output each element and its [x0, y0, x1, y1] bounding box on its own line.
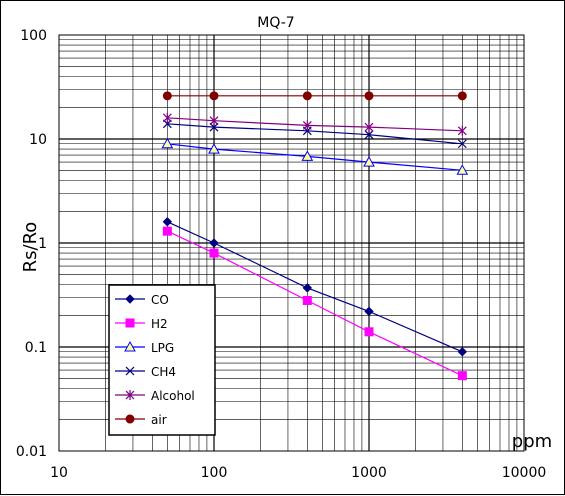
y-tick-label: 0.1 [25, 340, 47, 356]
x-axis-label: ppm [512, 431, 552, 452]
y-tick-label: 10 [29, 132, 47, 148]
data-point [208, 143, 220, 154]
data-point [456, 164, 469, 175]
x-tick-label: 10000 [502, 465, 547, 481]
series-air [162, 91, 467, 101]
series-h2 [162, 226, 467, 381]
legend-box [108, 284, 216, 436]
legend-label: LPG [151, 341, 174, 355]
data-point [125, 390, 135, 400]
legend-label: CH4 [151, 365, 176, 379]
data-point [457, 125, 467, 136]
data-point [363, 156, 375, 167]
legend-item: Alcohol [115, 389, 195, 403]
data-point [162, 91, 172, 101]
data-point [162, 112, 172, 123]
data-point [162, 217, 173, 227]
data-point [364, 130, 374, 140]
data-point [302, 295, 312, 305]
data-point [364, 122, 374, 133]
series-layer [161, 91, 469, 381]
axes-text: MQ-7 Rs/Ro ppm [20, 15, 552, 452]
legend-item: CO [115, 293, 169, 307]
data-point [209, 91, 219, 101]
x-tick-label: 1000 [351, 465, 387, 481]
x-tick-label: 10 [50, 465, 68, 481]
x-tick-label: 100 [201, 465, 228, 481]
legend-item: air [115, 413, 167, 427]
data-point [161, 137, 174, 149]
legend: CO H2 LPG CH4 Alcohol air [108, 284, 216, 436]
legend-item: CH4 [115, 365, 176, 379]
data-point [457, 371, 467, 381]
legend-label: air [151, 413, 167, 427]
data-point-stroke [125, 366, 135, 376]
data-point [302, 120, 312, 131]
data-point [209, 122, 219, 132]
data-point [301, 150, 314, 161]
data-point [457, 91, 467, 101]
data-point-stroke [209, 122, 219, 132]
legend-label: CO [151, 293, 169, 307]
data-point [162, 226, 172, 236]
data-point [364, 306, 374, 317]
data-point [209, 248, 219, 258]
data-point [125, 294, 135, 304]
data-point-stroke [364, 130, 374, 140]
data-point-stroke [457, 139, 467, 149]
legend-label: Alcohol [151, 389, 195, 403]
chart-title: MQ-7 [257, 15, 294, 31]
series-alcohol [162, 112, 467, 136]
ticks-layer: 10 100 1000 10000 100 10 1 0.1 0.01 [16, 28, 546, 481]
data-point [209, 115, 219, 126]
y-tick-label: 1 [38, 236, 47, 252]
data-point [364, 327, 374, 337]
data-point [457, 347, 468, 357]
series-co [162, 217, 468, 357]
y-tick-label: 0.01 [16, 444, 47, 460]
y-tick-label: 100 [20, 28, 47, 44]
legend-item: H2 [115, 317, 168, 331]
data-point [457, 139, 467, 149]
data-point [209, 238, 219, 248]
data-point [125, 414, 135, 424]
legend-label: H2 [151, 317, 168, 331]
data-point [124, 340, 136, 352]
series-lpg [161, 137, 469, 175]
data-point [302, 91, 312, 101]
data-point [125, 318, 135, 328]
data-point [364, 91, 374, 101]
data-point [125, 366, 135, 376]
y-axis-label: Rs/Ro [20, 222, 41, 273]
data-point [302, 283, 313, 293]
legend-item: LPG [115, 340, 174, 355]
